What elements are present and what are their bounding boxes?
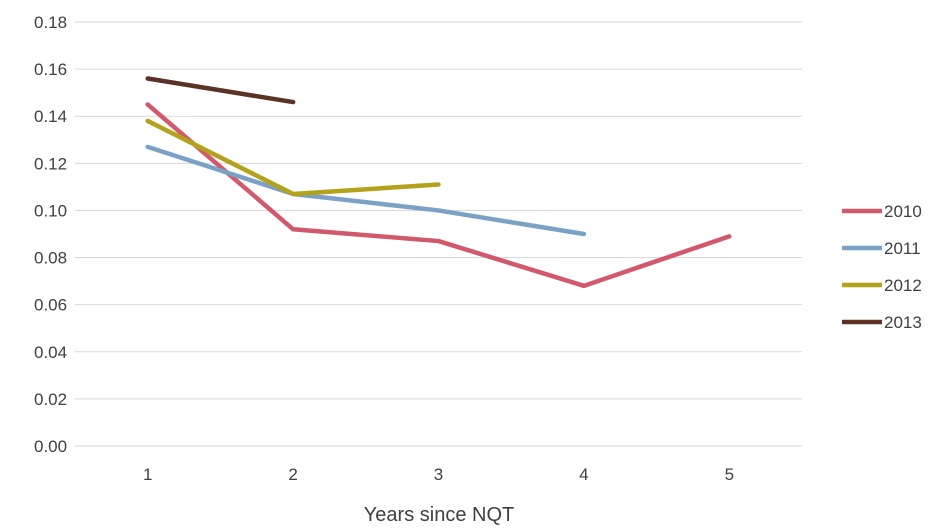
series-line-2010 [145,102,732,289]
y-tick-label: 0.10 [34,201,67,220]
y-tick-label: 0.12 [34,154,67,173]
series-line-2012 [145,118,441,197]
y-tick-label: 0.02 [34,390,67,409]
y-tick-label: 0.14 [34,107,67,126]
y-tick-label: 0.06 [34,296,67,315]
legend-label-2010: 2010 [884,202,922,221]
y-tick-label: 0.16 [34,60,67,79]
series-lines [145,76,732,289]
x-tick-label: 4 [579,465,588,484]
legend: 2010 2011 2012 2013 [842,202,922,332]
series-line-2013 [145,76,296,105]
x-tick-label: 5 [725,465,734,484]
y-tick-label: 0.18 [34,13,67,32]
y-tick-label: 0.00 [34,437,67,456]
x-tick-label: 1 [143,465,152,484]
y-tick-label: 0.08 [34,249,67,268]
x-axis-title: Years since NQT [364,504,514,526]
x-axis-ticks: 1 2 3 4 5 [143,465,734,484]
series-line-2011 [145,144,587,237]
x-tick-label: 3 [434,465,443,484]
legend-label-2012: 2012 [884,276,922,295]
x-tick-label: 2 [288,465,297,484]
y-axis-ticks: 0.00 0.02 0.04 0.06 0.08 0.10 0.12 0.14 0.16 0.18 [34,13,67,456]
y-tick-label: 0.04 [34,343,67,362]
legend-label-2013: 2013 [884,313,922,332]
legend-label-2011: 2011 [884,239,921,258]
